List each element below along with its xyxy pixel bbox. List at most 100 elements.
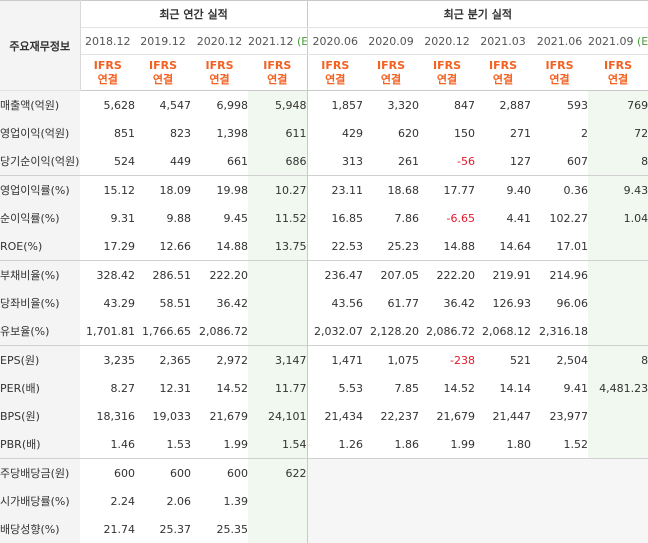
table-cell: 14.52	[216, 381, 249, 395]
accounting-basis-header: IFRS 연결	[475, 54, 532, 91]
period-label: 2021.03	[480, 34, 526, 48]
table-cell: 3,147	[248, 345, 308, 374]
estimate-mark: (E)	[637, 34, 648, 48]
table-cell: -6.65	[446, 211, 476, 225]
period-label: 2019.12	[140, 34, 186, 48]
table-cell: 43.29	[103, 296, 136, 310]
row-label: 영업이익(억원)	[0, 119, 80, 147]
table-cell: 429	[342, 126, 364, 140]
table-cell: 21,434	[324, 409, 364, 423]
table-cell: 19.98	[191, 175, 248, 204]
table-cell	[531, 458, 589, 487]
table-cell	[248, 487, 308, 515]
table-cell: 8	[588, 345, 648, 374]
table-cell: 127	[510, 154, 532, 168]
table-row: 영업이익(억원) 851 823 1,398 611 429 620 150 271 2 72	[0, 119, 648, 147]
table-row: PBR(배) 1.46 1.53 1.99 1.54 1.26 1.86 1.99 1.80 1.…	[0, 430, 648, 459]
table-cell: 847	[454, 98, 476, 112]
table-cell: 96.06	[556, 296, 589, 310]
table-cell: 2,504	[531, 345, 589, 374]
table-cell: 622	[248, 458, 308, 487]
ifrs-label: IFRS	[263, 58, 292, 72]
table-cell: 313	[342, 154, 364, 168]
quarterly-results-header: 최근 분기 실적	[307, 0, 648, 28]
table-row: 시가배당률(%) 2.24 2.06 1.39	[0, 487, 648, 515]
table-cell: 10.27	[248, 175, 308, 204]
table-cell: 1.99	[223, 437, 249, 451]
row-label: 매출액(억원)	[0, 90, 80, 119]
table-cell: 13.75	[248, 232, 308, 261]
table-cell: 524	[114, 154, 135, 168]
table-cell: 1,766.65	[142, 324, 191, 338]
table-cell: 9.88	[166, 211, 192, 225]
row-label: 시가배당률(%)	[0, 487, 80, 515]
table-cell: 23,977	[549, 409, 589, 423]
period-label: 2021.12	[248, 34, 294, 48]
table-cell: 686	[248, 147, 308, 176]
table-cell: 9.43	[588, 175, 648, 204]
table-cell	[588, 487, 648, 515]
consolidated-label: 연결	[492, 72, 514, 86]
table-cell: 25.23	[387, 239, 420, 253]
table-cell: 18.68	[363, 175, 420, 204]
table-row: 주당배당금(원) 600 600 600 622	[0, 458, 648, 487]
table-cell: 286.51	[135, 260, 191, 289]
table-cell: 36.42	[216, 296, 249, 310]
table-cell: 769	[588, 90, 648, 119]
table-cell: 261	[398, 154, 420, 168]
table-cell	[588, 458, 648, 487]
table-cell: 521	[475, 345, 532, 374]
period-header: 2021.03	[475, 27, 532, 55]
table-cell: 18,316	[96, 409, 136, 423]
table-cell: 3,320	[387, 98, 420, 112]
table-cell: 23.11	[307, 175, 364, 204]
period-label: 2021.06	[536, 34, 583, 48]
table-cell: 7.85	[394, 381, 420, 395]
table-cell	[419, 458, 476, 487]
table-cell: 851	[114, 126, 135, 140]
table-cell: 25.37	[159, 522, 192, 536]
annual-results-header: 최근 연간 실적	[80, 0, 308, 28]
table-row: 매출액(억원) 5,628 4,547 6,998 5,948 1,857 3,320 847…	[0, 90, 648, 119]
table-cell: 4,481.23	[588, 374, 648, 402]
period-header: 2021.09 (E)	[588, 27, 648, 55]
table-cell: 3,235	[80, 345, 135, 374]
table-cell: 593	[567, 98, 589, 112]
consolidated-label: 연결	[436, 72, 458, 86]
table-cell: 5,948	[248, 90, 308, 119]
table-cell: 600	[191, 458, 248, 487]
period-label: 2020.06	[312, 34, 359, 48]
table-cell: 1.26	[338, 437, 364, 451]
table-cell: 600	[80, 458, 135, 487]
period-label: 2021.09	[588, 34, 634, 48]
table-cell: 18.09	[135, 175, 191, 204]
table-cell	[588, 317, 648, 346]
table-cell: 219.91	[475, 260, 532, 289]
row-header-title: 주요재무정보	[0, 0, 81, 91]
table-cell: 150	[454, 126, 476, 140]
table-cell	[419, 487, 476, 515]
consolidated-label: 연결	[267, 72, 288, 86]
table-cell: 11.52	[248, 204, 308, 232]
table-cell: 823	[170, 126, 191, 140]
ifrs-label: IFRS	[604, 58, 633, 72]
table-cell	[248, 515, 308, 543]
table-cell	[307, 515, 364, 543]
table-cell: 61.77	[387, 296, 420, 310]
table-cell: 607	[567, 154, 589, 168]
row-label: ROE(%)	[0, 232, 80, 261]
table-cell: 25.35	[216, 522, 249, 536]
period-label: 2020.12	[196, 34, 243, 48]
table-cell: 22.53	[331, 239, 364, 253]
ifrs-label: IFRS	[149, 58, 177, 72]
table-cell: 8	[588, 147, 648, 176]
table-cell	[363, 458, 420, 487]
table-cell	[419, 515, 476, 543]
table-cell: 8.27	[110, 381, 136, 395]
table-cell: 102.27	[549, 211, 589, 225]
table-cell	[588, 260, 648, 289]
table-cell: 36.42	[443, 296, 476, 310]
table-cell: 1.53	[166, 437, 192, 451]
table-cell	[363, 515, 420, 543]
table-cell	[248, 317, 308, 346]
